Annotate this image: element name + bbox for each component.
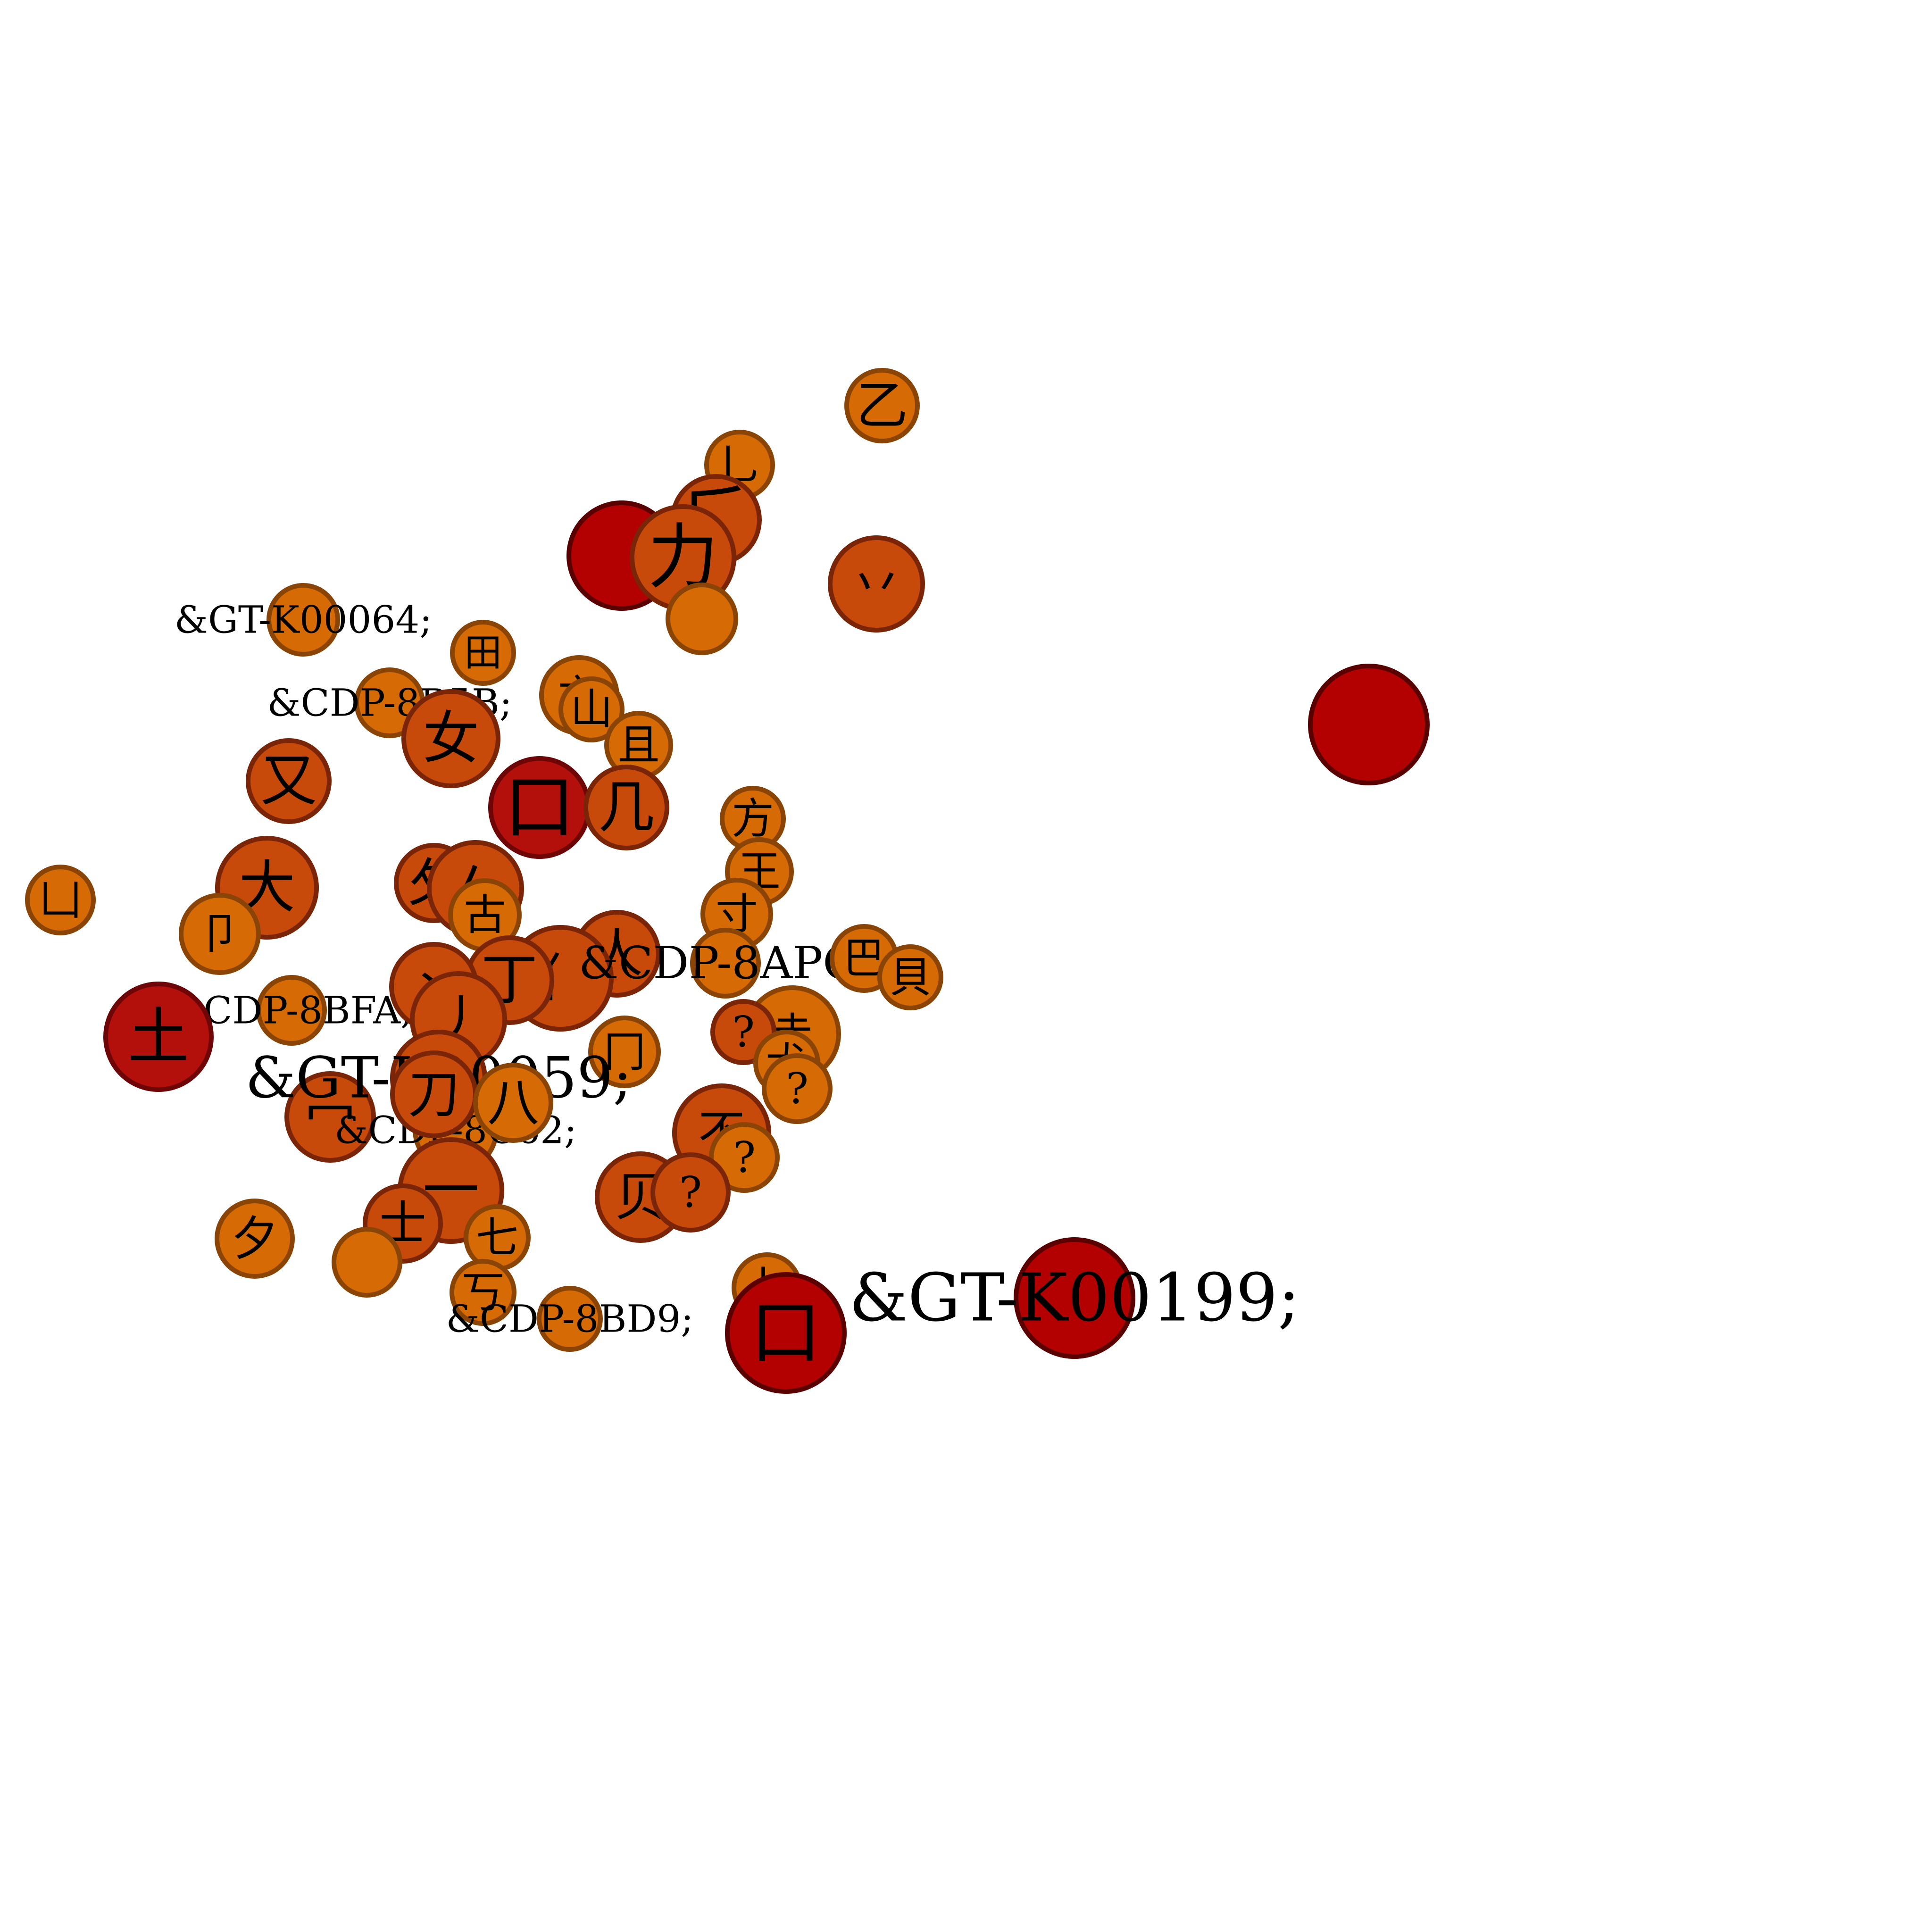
radical-node: 方 (720, 786, 786, 852)
node-circle (401, 689, 500, 788)
node-label: ? (679, 1168, 702, 1217)
node-circle (266, 583, 340, 657)
radical-node: ? (709, 1122, 780, 1193)
radical-node: 貝 (877, 944, 943, 1010)
radical-node: &CDP-8APC; (579, 928, 872, 999)
node-label: 貝 (889, 953, 932, 1002)
node-circle (666, 583, 738, 655)
node-circle (332, 1227, 402, 1298)
node-circle (284, 1071, 376, 1163)
node-label: 古 (464, 891, 506, 940)
node-circle (103, 982, 214, 1092)
node-label: 乙 (856, 375, 908, 436)
node-label: 几 (598, 775, 655, 841)
node-circle (828, 535, 925, 633)
radical-node: 八 (473, 1063, 553, 1143)
radical-node (1308, 664, 1430, 785)
radical-node: 乙 (844, 368, 920, 443)
node-circle (25, 865, 96, 935)
node-circle (588, 1016, 661, 1088)
node-circle (473, 1063, 553, 1143)
node-label: 土 (128, 1001, 189, 1073)
radical-node: 凵 (25, 865, 96, 935)
radical-node: 夕 (215, 1199, 295, 1279)
node-circle (450, 620, 516, 686)
radical-node: 口 (488, 756, 591, 859)
node-label: &CDP-8BD9; (446, 1297, 694, 1341)
node-label: &GT-K00199; (849, 1260, 1300, 1337)
node-circle (1308, 664, 1430, 785)
node-circle (256, 975, 327, 1046)
radical-node: 土 (103, 982, 214, 1092)
node-circle (450, 1259, 516, 1326)
node-label: 女 (423, 706, 479, 772)
radical-node: 冖 (284, 1071, 376, 1163)
node-label: 刀 (408, 1064, 460, 1124)
node-circle (725, 1272, 847, 1394)
node-circle (762, 1053, 833, 1124)
node-label: 且 (617, 721, 660, 770)
node-label: 山 (570, 685, 613, 734)
node-label: 凵 (39, 875, 82, 925)
node-label: 丂 (462, 1268, 504, 1317)
radical-node: 七 (464, 1204, 531, 1271)
radical-node (666, 583, 738, 655)
node-label: 方 (732, 794, 774, 844)
radical-node: 田 (450, 620, 516, 686)
node-label: 口 (750, 1292, 821, 1374)
node-circle (558, 676, 625, 742)
radical-node: &GT-K00064; (175, 583, 432, 657)
node-label: 丷 (850, 554, 902, 614)
radical-node: 女 (401, 689, 500, 788)
node-circle (877, 944, 943, 1010)
radical-node: 山 (558, 676, 625, 742)
node-label: ? (733, 1133, 756, 1183)
node-label: 七 (476, 1213, 518, 1263)
radical-node: 口 (725, 1272, 847, 1394)
node-circle (650, 1152, 731, 1232)
radical-node: ? (650, 1152, 731, 1232)
node-label: 田 (464, 631, 502, 675)
radical-node: 卩 (179, 893, 261, 975)
node-circle (709, 1122, 780, 1193)
node-label: 冖 (304, 1087, 356, 1147)
radical-node: 且 (604, 711, 673, 780)
node-label: ? (732, 1008, 755, 1057)
radical-node: 几 (583, 765, 669, 850)
node-circle (690, 928, 761, 999)
radical-node (332, 1227, 402, 1298)
node-label: 口 (504, 766, 575, 849)
node-label: 冂 (603, 1027, 646, 1077)
radical-node: 又 (246, 738, 332, 824)
node-label: 八 (487, 1073, 539, 1133)
radical-node: 刀 (390, 1050, 478, 1138)
node-circle (537, 1286, 603, 1352)
radical-node: 丂 (450, 1259, 516, 1326)
radical-node: 巴 (830, 924, 899, 993)
radical-node: 丷 (828, 535, 925, 633)
radical-node: ? (762, 1053, 833, 1124)
node-circle (583, 765, 669, 850)
node-label: 夕 (231, 1211, 278, 1266)
node-label: ? (786, 1064, 808, 1114)
node-circle (1014, 1237, 1135, 1359)
node-label: 又 (260, 749, 317, 814)
node-circle (179, 893, 261, 975)
node-circle (246, 738, 332, 824)
node-label: &GT-K00064; (175, 598, 432, 642)
radical-node: ? (710, 999, 776, 1065)
node-label: &CDP-8APC; (579, 937, 872, 989)
radical-node: 冂 (588, 1016, 661, 1088)
radical-node: &CDP-8BD9; (446, 1286, 694, 1352)
radical-node: 力 (630, 504, 736, 611)
node-circle (215, 1199, 295, 1279)
radical-node: &GT-K00199; (849, 1237, 1300, 1359)
node-label: 卩 (199, 909, 241, 959)
node-circle (844, 368, 920, 443)
